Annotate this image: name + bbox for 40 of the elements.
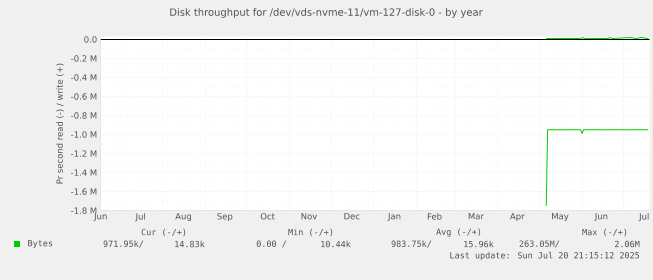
x-tick-label: Jul xyxy=(135,213,146,222)
legend-label: Bytes xyxy=(28,240,52,248)
x-tick-label: Jul xyxy=(638,213,649,222)
y-tick-label: 0.0 xyxy=(84,36,97,43)
x-tick-label: Jun xyxy=(594,213,608,221)
x-tick-label: Mar xyxy=(468,213,484,220)
text: 10.44k xyxy=(321,240,351,248)
x-tick-label: Apr xyxy=(510,213,525,222)
y-tick-label: -0.8 M xyxy=(71,112,96,119)
y-axis-title: Pr second read (-) / write (+) xyxy=(56,64,64,184)
text: Last update: Sun Jul 20 21:15:12 2025 xyxy=(450,252,640,260)
text: 14.83k xyxy=(175,240,205,248)
x-tick-label: Sep xyxy=(217,213,232,222)
x-tick-label: May xyxy=(552,213,569,222)
x-tick-label: Nov xyxy=(302,213,318,220)
text: Avg (-/+) xyxy=(436,228,480,237)
y-tick-label: -1.4 M xyxy=(71,169,96,176)
y-tick-label: -0.4 M xyxy=(71,74,96,81)
text: Max (-/+) xyxy=(582,228,626,236)
y-tick-label: -1.8 M xyxy=(71,207,96,214)
y-tick-label: -1.2 M xyxy=(71,150,96,157)
x-tick-label: Aug xyxy=(175,213,191,222)
x-tick-label: Dec xyxy=(344,213,360,220)
x-tick-label: Feb xyxy=(428,213,442,220)
y-tick-label: -1.6 M xyxy=(71,188,96,195)
text: 983.75k/ xyxy=(392,240,432,248)
text: Cur (-/+) xyxy=(142,228,186,236)
text: 263.05M/ xyxy=(520,240,560,248)
text: 15.96k xyxy=(464,240,494,248)
y-tick-label: -0.6 M xyxy=(71,93,96,100)
y-tick-label: -1.0 M xyxy=(71,131,96,138)
x-tick-label: Jun xyxy=(94,213,107,221)
text: Min (-/+) xyxy=(288,228,332,236)
x-tick-label: Jan xyxy=(388,213,400,221)
text: 0.00 / xyxy=(256,240,286,248)
chart-title: Disk throughput for /dev/vds-nvme-11/vm-127-disk-0 - by year xyxy=(170,8,483,18)
text: 2.06M xyxy=(614,240,640,248)
y-tick-label: -0.2 M xyxy=(71,55,96,62)
x-tick-label: Oct xyxy=(260,213,275,220)
text: 971.95k/ xyxy=(104,240,144,248)
